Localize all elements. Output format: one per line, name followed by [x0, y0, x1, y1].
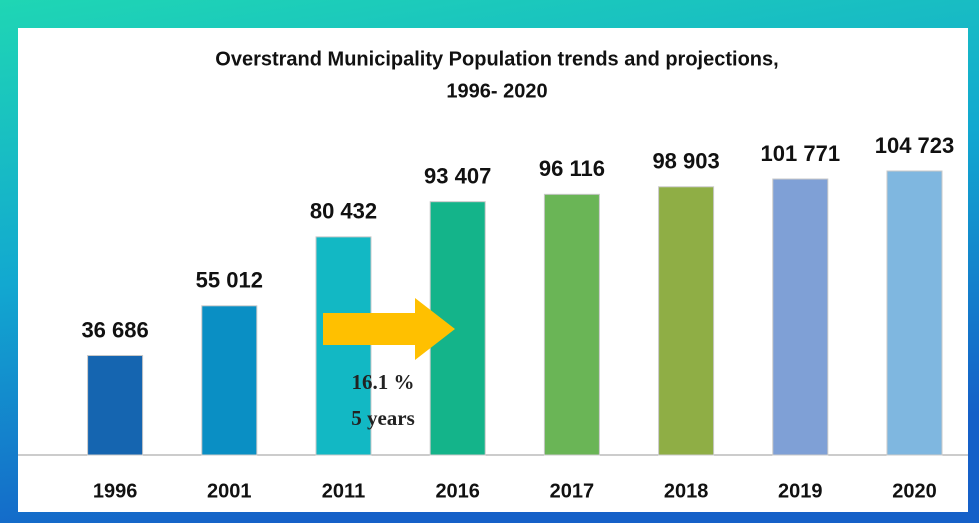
- annotation: 5 years: [351, 406, 415, 430]
- bar: [543, 193, 600, 456]
- value-label: 93 407: [424, 164, 491, 189]
- bar: [201, 305, 258, 456]
- bar: [87, 355, 144, 456]
- value-label: 55 012: [196, 268, 263, 293]
- x-tick-label: 2019: [778, 480, 823, 502]
- bar: [315, 236, 372, 456]
- bar: [886, 170, 943, 456]
- value-label: 96 116: [539, 156, 605, 181]
- value-label: 104 723: [875, 133, 955, 158]
- chart-title: 1996- 2020: [446, 80, 547, 102]
- value-label: 101 771: [761, 141, 841, 166]
- x-tick-label: 2017: [550, 480, 595, 502]
- x-tick-label: 2016: [435, 480, 480, 502]
- x-tick-label: 2020: [892, 480, 937, 502]
- value-label: 98 903: [652, 149, 719, 174]
- annotation: 16.1 %: [352, 370, 415, 394]
- bar: [772, 178, 829, 456]
- chart-title: Overstrand Municipality Population trend…: [215, 48, 778, 70]
- value-label: 80 432: [310, 199, 377, 224]
- x-tick-label: 2011: [322, 480, 365, 502]
- x-tick-label: 2001: [207, 480, 252, 502]
- x-tick-label: 2018: [664, 480, 709, 502]
- value-label: 36 686: [81, 317, 148, 342]
- bar: [658, 186, 715, 456]
- arrow: [323, 298, 455, 360]
- x-tick-label: 1996: [93, 480, 138, 502]
